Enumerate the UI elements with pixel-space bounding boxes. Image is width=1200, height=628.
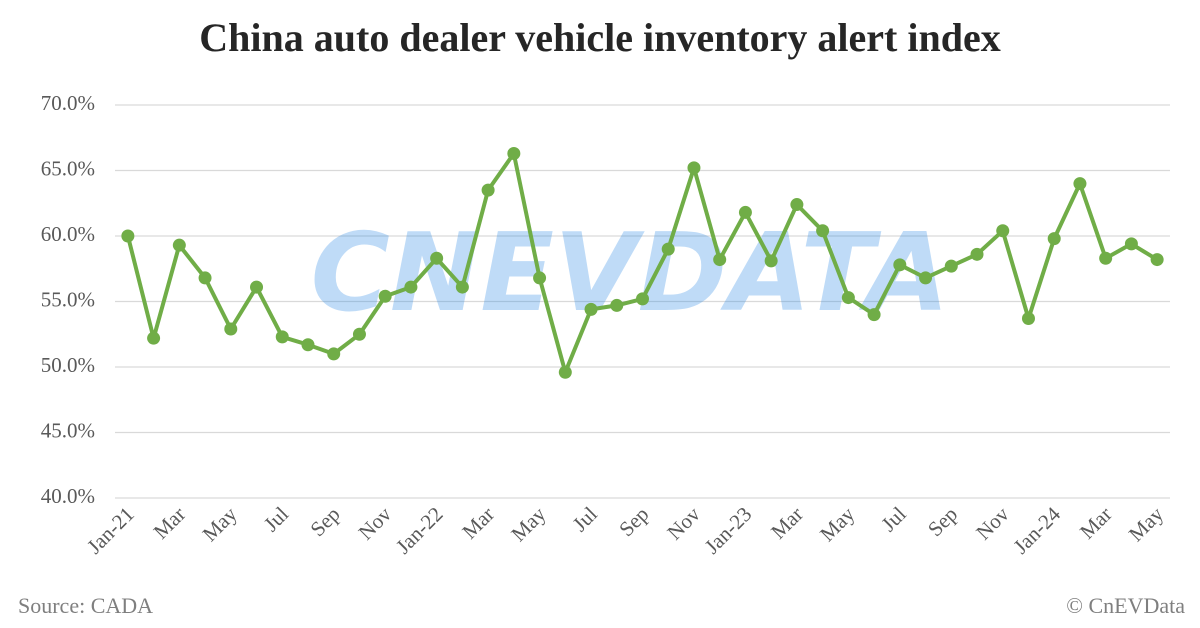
point xyxy=(661,242,675,256)
point xyxy=(996,224,1010,238)
x-tick-label: May xyxy=(1124,502,1169,547)
point xyxy=(1099,251,1113,265)
point xyxy=(481,183,495,197)
y-tick-label: 40.0% xyxy=(41,484,95,508)
point xyxy=(738,205,752,219)
watermark: CNEVDATA xyxy=(311,211,950,336)
point xyxy=(790,198,804,212)
point xyxy=(713,253,727,267)
point xyxy=(636,292,649,306)
x-tick-label: Jul xyxy=(568,502,602,536)
point xyxy=(147,331,161,345)
point xyxy=(841,291,855,305)
x-tick-label: Nov xyxy=(662,502,705,545)
point xyxy=(275,330,289,344)
point xyxy=(250,280,264,294)
chart-title: China auto dealer vehicle inventory aler… xyxy=(199,15,1000,60)
point xyxy=(584,302,598,316)
point xyxy=(1047,232,1061,246)
point xyxy=(1124,237,1138,251)
point xyxy=(121,229,135,243)
point xyxy=(455,280,469,294)
point xyxy=(430,251,444,265)
point xyxy=(198,271,212,285)
x-tick-label: Sep xyxy=(305,502,344,541)
x-tick-label: Jan-23 xyxy=(700,502,757,559)
point xyxy=(867,308,881,322)
x-tick-label: Jul xyxy=(259,502,293,536)
x-tick-label: Jan-21 xyxy=(82,502,139,559)
x-tick-label: Mar xyxy=(766,502,808,544)
source: Source: CADA xyxy=(18,593,153,618)
y-tick-label: 65.0% xyxy=(41,156,95,180)
point xyxy=(352,327,366,341)
point xyxy=(610,298,624,312)
point xyxy=(1021,312,1035,326)
x-tick-label: Mar xyxy=(149,502,191,544)
point xyxy=(558,365,572,379)
x-tick-label: Nov xyxy=(971,502,1014,545)
point xyxy=(944,259,958,273)
y-tick-label: 55.0% xyxy=(41,287,95,311)
credit: © CnEVData xyxy=(1066,593,1185,618)
x-tick-label: Mar xyxy=(1075,502,1117,544)
x-tick-label: Jan-24 xyxy=(1009,502,1066,559)
point xyxy=(533,271,547,285)
x-tick-label: May xyxy=(815,502,860,547)
y-tick-label: 70.0% xyxy=(41,91,95,115)
point xyxy=(893,258,907,272)
point xyxy=(919,271,933,285)
y-tick-label: 50.0% xyxy=(41,353,95,377)
point xyxy=(224,322,238,336)
point xyxy=(507,146,521,160)
point xyxy=(172,238,186,252)
point xyxy=(404,280,418,294)
x-tick-label: Sep xyxy=(614,502,653,541)
x-tick-label: Sep xyxy=(923,502,962,541)
point xyxy=(970,247,984,261)
point xyxy=(1150,253,1164,267)
x-tick-label: Mar xyxy=(457,502,499,544)
y-tick-label: 60.0% xyxy=(41,222,95,246)
point xyxy=(687,161,701,175)
point xyxy=(816,224,830,238)
y-tick-label: 45.0% xyxy=(41,418,95,442)
x-tick-label: Jan-22 xyxy=(391,502,448,559)
x-tick-label: Jul xyxy=(876,502,910,536)
x-tick-label: Nov xyxy=(354,502,397,545)
x-tick-label: May xyxy=(506,502,551,547)
point xyxy=(378,289,392,303)
point xyxy=(1073,177,1087,191)
point xyxy=(764,254,778,268)
x-tick-label: May xyxy=(198,502,243,547)
point xyxy=(327,347,341,361)
point xyxy=(301,338,315,352)
